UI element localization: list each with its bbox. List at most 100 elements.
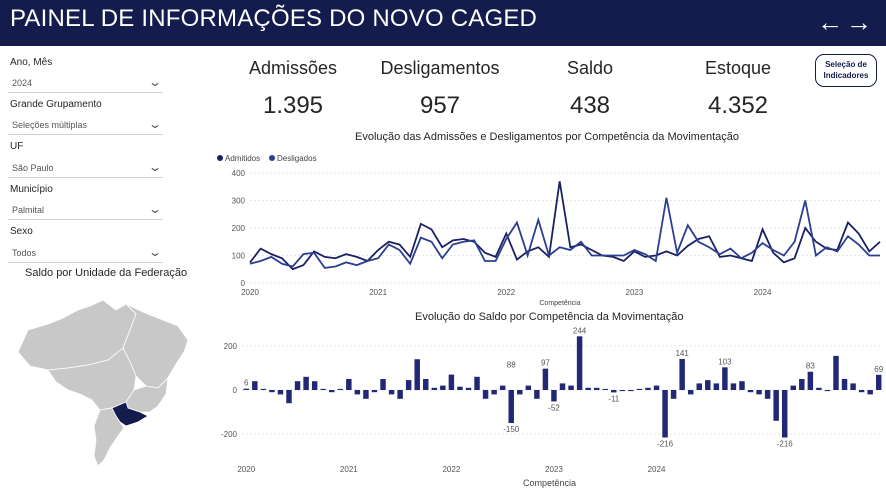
bar[interactable] xyxy=(858,390,865,393)
bar[interactable] xyxy=(662,390,668,438)
filter-select-grande-grupamento[interactable]: Seleções múltiplas ⌄ xyxy=(8,116,163,135)
bar[interactable] xyxy=(687,390,694,395)
bar[interactable] xyxy=(730,383,737,390)
bar[interactable] xyxy=(423,379,429,390)
legend-label[interactable]: Desligados xyxy=(277,154,317,163)
series-line-desligados[interactable] xyxy=(249,197,880,269)
bar[interactable] xyxy=(833,355,839,390)
bar[interactable] xyxy=(764,390,771,399)
y-tick-label: 100 xyxy=(232,252,246,261)
bar[interactable] xyxy=(841,379,848,390)
bar[interactable] xyxy=(679,358,685,390)
bar[interactable] xyxy=(277,390,284,395)
bar[interactable] xyxy=(457,386,463,390)
data-label: 88 xyxy=(507,361,516,370)
bar[interactable] xyxy=(799,379,805,390)
bar[interactable] xyxy=(611,390,617,393)
bar[interactable] xyxy=(602,388,608,390)
bar[interactable] xyxy=(807,371,814,390)
bar[interactable] xyxy=(431,387,438,390)
bar[interactable] xyxy=(705,380,711,390)
bar[interactable] xyxy=(508,390,514,423)
bar[interactable] xyxy=(363,390,369,399)
bar[interactable] xyxy=(252,381,258,390)
x-tick-label: 2023 xyxy=(626,288,644,297)
bar[interactable] xyxy=(722,367,728,390)
y-tick-label: 200 xyxy=(232,224,246,233)
bar[interactable] xyxy=(329,390,335,393)
bar[interactable] xyxy=(303,376,309,390)
bar[interactable] xyxy=(585,387,591,390)
bar[interactable] xyxy=(397,390,403,399)
bar[interactable] xyxy=(517,390,523,395)
legend-marker xyxy=(217,155,223,161)
filter-value: Seleções múltiplas xyxy=(12,120,88,130)
filter-select-municipio[interactable]: Palmital ⌄ xyxy=(8,201,163,220)
bar[interactable] xyxy=(414,359,420,390)
bar[interactable] xyxy=(311,381,318,390)
bar[interactable] xyxy=(628,390,634,392)
bar[interactable] xyxy=(593,387,600,390)
bar[interactable] xyxy=(346,379,352,390)
bar[interactable] xyxy=(243,388,250,390)
brazil-map[interactable] xyxy=(8,290,193,480)
x-tick-label: 2024 xyxy=(648,465,666,474)
bar[interactable] xyxy=(269,390,275,393)
bar[interactable] xyxy=(747,390,754,393)
bar[interactable] xyxy=(354,390,361,395)
bar[interactable] xyxy=(294,381,301,390)
bar[interactable] xyxy=(781,390,788,438)
bar[interactable] xyxy=(482,390,489,399)
bar[interactable] xyxy=(465,387,472,390)
line-chart[interactable]: 0 100 200 300 400 2020 2021 2022 2023 2024 Competê… xyxy=(205,148,886,310)
bar[interactable] xyxy=(739,381,745,390)
bar[interactable] xyxy=(696,383,702,390)
bar[interactable] xyxy=(380,379,386,390)
bar[interactable] xyxy=(534,390,540,399)
bar[interactable] xyxy=(405,380,412,390)
bar[interactable] xyxy=(371,390,378,393)
y-tick-label: 300 xyxy=(232,197,246,206)
bar[interactable] xyxy=(320,388,326,390)
forward-arrow-icon[interactable]: → xyxy=(846,7,872,37)
bar[interactable] xyxy=(542,368,549,390)
bar[interactable] xyxy=(824,390,831,392)
bar[interactable] xyxy=(636,388,643,390)
bar[interactable] xyxy=(559,383,566,390)
bar[interactable] xyxy=(619,390,626,392)
bar[interactable] xyxy=(491,390,497,395)
bar[interactable] xyxy=(448,374,455,390)
bar[interactable] xyxy=(875,374,882,390)
bar[interactable] xyxy=(440,385,446,390)
x-tick-label: 2024 xyxy=(754,288,772,297)
bar[interactable] xyxy=(525,385,532,390)
filter-select-uf[interactable]: São Paulo ⌄ xyxy=(8,159,163,178)
bar[interactable] xyxy=(670,390,677,399)
bar[interactable] xyxy=(790,385,796,390)
bar[interactable] xyxy=(756,390,762,395)
bar[interactable] xyxy=(568,385,574,390)
legend-label[interactable]: Admitidos xyxy=(225,154,260,163)
filter-select-ano-mes[interactable]: 2024 ⌄ xyxy=(8,74,163,93)
bar[interactable] xyxy=(286,390,292,404)
bar[interactable] xyxy=(713,383,720,390)
bar[interactable] xyxy=(474,376,480,390)
bar[interactable] xyxy=(773,390,779,421)
bar[interactable] xyxy=(551,390,557,402)
bar[interactable] xyxy=(260,388,267,390)
bar-chart[interactable]: -200 0 200 6 88 -150 97 -52 244 -11 -216 141 103 -216… xyxy=(205,325,886,497)
bar[interactable] xyxy=(337,388,344,390)
bar[interactable] xyxy=(645,387,651,390)
bar[interactable] xyxy=(816,387,822,390)
bar[interactable] xyxy=(576,336,583,390)
bar[interactable] xyxy=(867,390,873,395)
back-arrow-icon[interactable]: ← xyxy=(817,7,843,37)
series-line-admitidos[interactable] xyxy=(249,181,881,271)
filter-select-sexo[interactable]: Todos ⌄ xyxy=(8,244,163,263)
state-sao-paulo[interactable] xyxy=(111,401,149,427)
bar[interactable] xyxy=(653,385,660,390)
bar[interactable] xyxy=(850,383,856,390)
indicator-selection-button[interactable]: Seleção de Indicadores xyxy=(815,54,877,87)
bar[interactable] xyxy=(499,385,506,390)
bar[interactable] xyxy=(388,390,395,395)
